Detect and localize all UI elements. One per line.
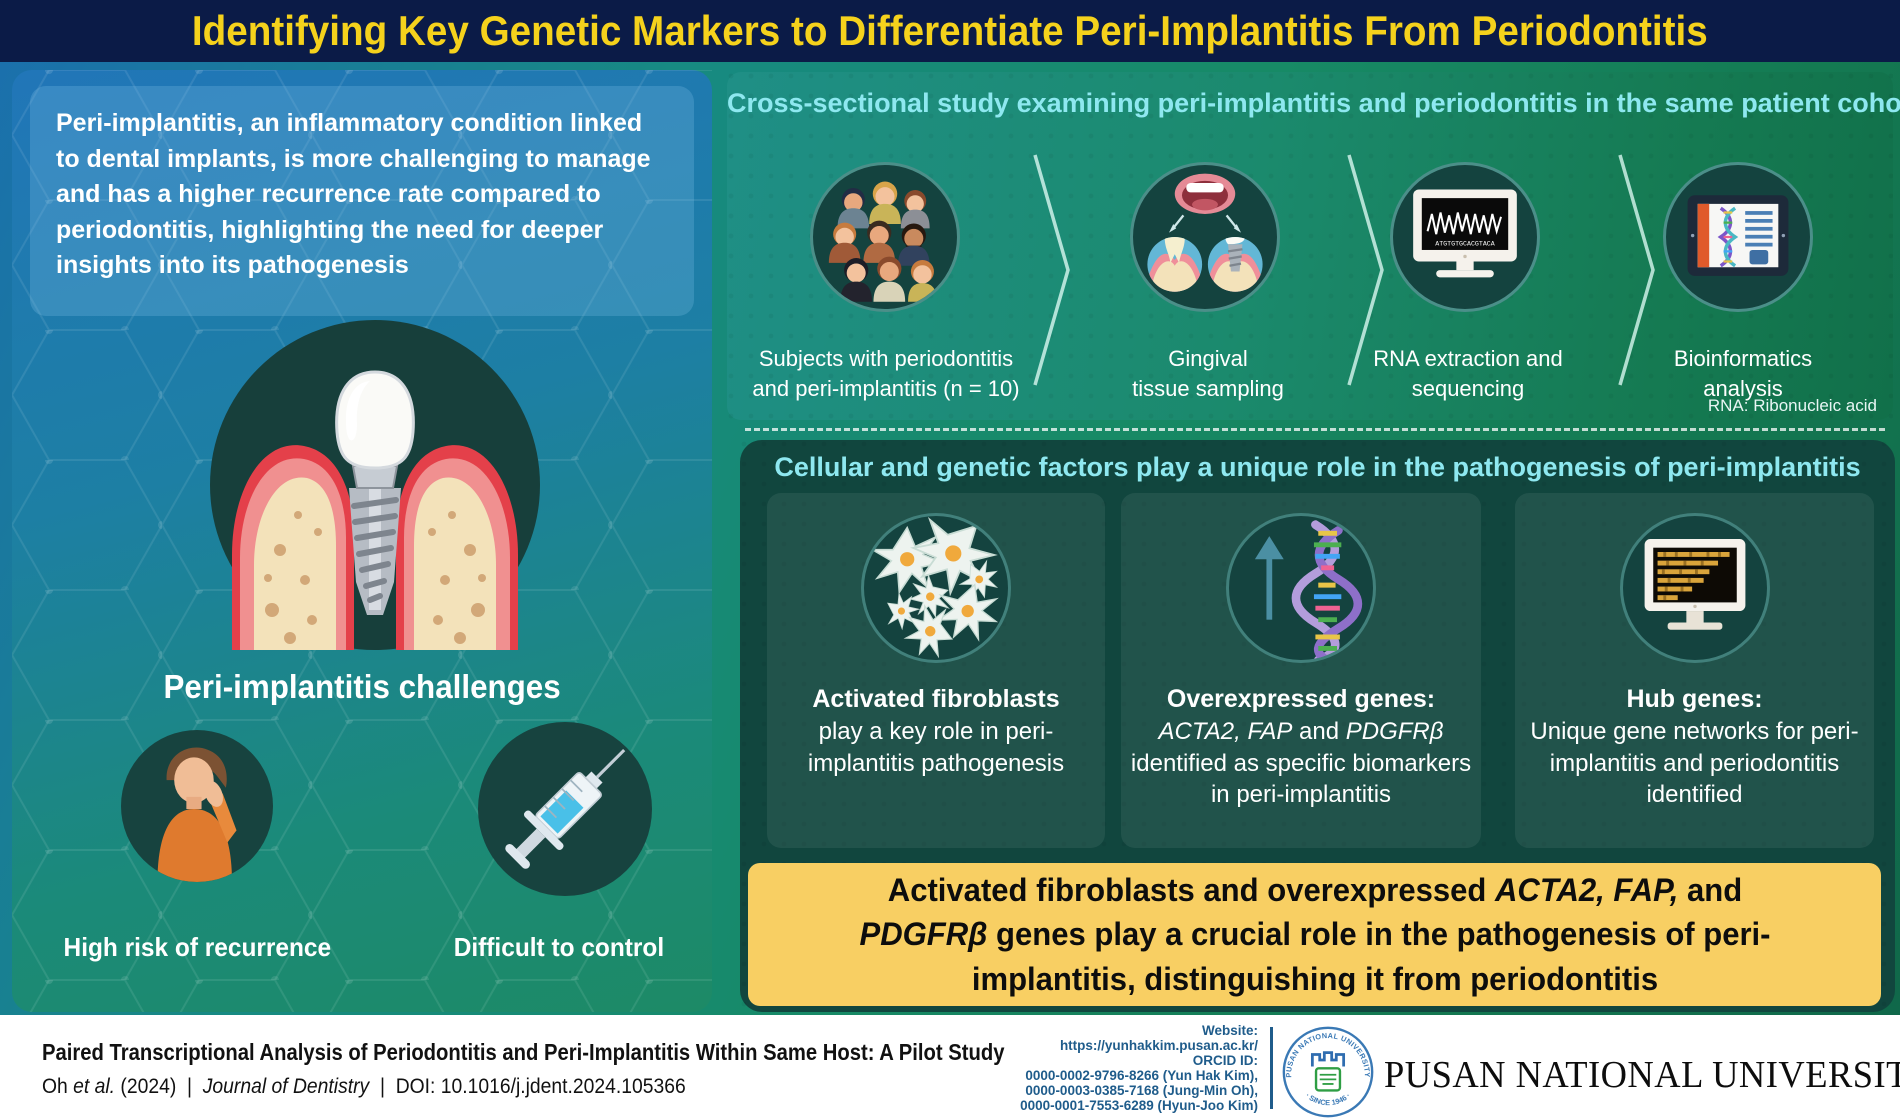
factors-panel: Cellular and genetic factors play a uniq… [740,440,1895,1012]
study-flow-panel: Cross-sectional study examining peri-imp… [727,72,1900,420]
card-fibroblasts: Activated fibroblasts play a key role in… [767,493,1105,848]
people-group-icon [828,181,937,302]
implant-screw [349,465,401,615]
gene-names: ACTA2, FAP [1158,718,1293,745]
citation-segments: Oh et al. (2024) | Journal of Dentistry … [42,1075,686,1098]
website-label: Website: [1201,1023,1258,1038]
conclusion-banner: Activated fibroblasts and overexpressed … [748,863,1881,1006]
gingival-sampling-step [1130,162,1280,312]
chevron-right-icon [1033,154,1070,386]
page-title: Identifying Key Genetic Markers to Diffe… [192,7,1708,54]
fibroblasts-icon-circle [861,513,1011,663]
study-subjects-step [810,162,960,312]
orcid-entry: 0000-0003-0385-7168 (Jung-Min Oh), [1025,1083,1258,1098]
syringe-icon [505,748,626,869]
challenges-heading: Peri-implantitis challenges [163,668,561,705]
implant-illustration [210,320,540,650]
intro-text-box: Peri-implantitis, an inflammatory condit… [30,86,694,316]
bioinformatics-step [1663,162,1813,312]
gum-bone-right [396,445,518,650]
dna-overexpression-icon [1254,520,1362,660]
rna-footnote: RNA: Ribonucleic acid [1707,396,1877,415]
fibroblasts-icon [871,516,1008,660]
chevron-right-icon [1618,154,1655,386]
pnu-logo-icon: PUSAN NATIONAL UNIVERSITY · SINCE 1946 · [1282,1026,1374,1118]
paper-title: Paired Transcriptional Analysis of Perio… [42,1039,1005,1065]
citation-line: Oh et al. (2024) | Journal of Dentistry … [42,1075,742,1099]
footer-divider [1270,1027,1273,1109]
conclusion-text: Activated fibroblasts and overexpressed … [858,872,1771,997]
worried-man-icon [157,747,237,882]
intro-text: Peri-implantitis, an inflammatory condit… [56,109,651,279]
left-panel: Peri-implantitis, an inflammatory condit… [12,70,712,1012]
stage-background: Identifying Key Genetic Markers to Diffe… [0,0,1900,1015]
step-subjects-caption: Subjects with periodontitis and peri-imp… [752,346,1020,401]
gum-bone-left [232,445,354,650]
step-bioinformatics-caption: Bioinformatics analysis [1673,346,1813,401]
doi-text: DOI: 10.1016/j.jdent.2024.105366 [395,1075,686,1098]
gene-network-monitor-icon [1644,539,1745,630]
card-hub-genes: Hub genes: Unique gene networks for peri… [1515,493,1874,848]
dental-implant-icon [210,320,540,650]
factors-heading: Cellular and genetic factors play a uniq… [774,452,1861,482]
card-overexpressed-genes: Overexpressed genes: ACTA2, FAP and PDGF… [1121,493,1481,848]
sequence-text: ATGTGTGCACGTACA [1435,240,1495,248]
dashed-divider [745,428,1885,431]
challenge-recurrence-label: High risk of recurrence [63,932,331,962]
sequencing-monitor-icon: ATGTGTGCACGTACA [1413,189,1517,278]
chevron-right-icon [1347,154,1384,386]
implant-crown [335,370,415,470]
challenge-control-label: Difficult to control [453,932,665,962]
card-hub-genes-text: Hub genes: Unique gene networks for peri… [1530,685,1859,809]
footer: Paired Transcriptional Analysis of Perio… [0,1015,1900,1120]
step-sampling-caption: Gingival tissue sampling [1132,346,1284,401]
challenge-recurrence [121,730,273,882]
hub-genes-icon-circle [1619,513,1770,663]
title-bar: Identifying Key Genetic Markers to Diffe… [0,0,1900,62]
card-fibroblasts-text: Activated fibroblasts play a key role in… [807,685,1065,777]
university-name: PUSAN NATIONAL UNIVERSITY [1384,1054,1900,1096]
bioinformatics-tablet-icon [1687,195,1789,276]
challenge-control [478,722,652,896]
orcid-label: ORCID ID: [1192,1053,1258,1068]
gingival-sampling-icon [1147,173,1263,292]
contact-block: Website: https://yunhakkim.pusan.ac.kr/ … [948,1023,1258,1113]
website-url: https://yunhakkim.pusan.ac.kr/ [1059,1038,1258,1053]
rna-sequencing-step: ATGTGTGCACGTACA [1390,162,1540,312]
study-flow-heading: Cross-sectional study examining peri-imp… [727,88,1900,118]
card-overexpressed-text: Overexpressed genes: ACTA2, FAP and PDGF… [1130,685,1472,809]
step-sequencing-caption: RNA extraction and sequencing [1373,346,1563,401]
dna-icon-circle [1226,513,1376,663]
orcid-entry: 0000-0002-9796-8266 (Yun Hak Kim), [1025,1068,1258,1083]
orcid-entry: 0000-0001-7553-6289 (Hyun-Joo Kim) [1020,1098,1258,1113]
gene-name: PDGFRβ [1345,718,1444,745]
